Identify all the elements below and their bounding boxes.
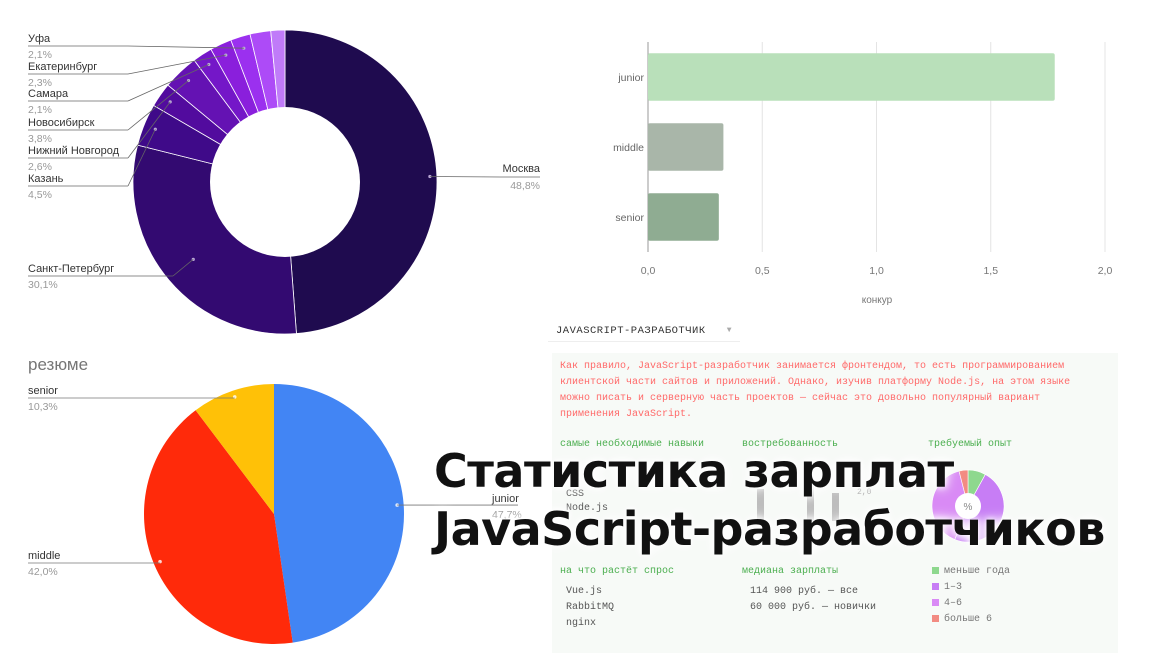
- bar-category-label: senior: [615, 212, 644, 224]
- experience-legend-label: 4–6: [944, 598, 963, 609]
- profession-description: Как правило, JavaScript-разработчик зани…: [560, 361, 1071, 420]
- growth-header: на что растёт спрос: [560, 566, 675, 577]
- city-leader-dot: [428, 174, 432, 179]
- skill-item: Node.js: [566, 503, 609, 514]
- city-label: Нижний Новгород: [28, 145, 120, 157]
- city-leader-line: [127, 54, 226, 75]
- city-leader-line: [127, 80, 189, 131]
- city-label: Казань: [28, 173, 64, 185]
- bar-middle: [648, 123, 724, 171]
- pie-value: 10,3%: [28, 401, 58, 413]
- bar-junior: [648, 53, 1055, 101]
- median-juniors: 60 000 руб. — новички: [750, 602, 877, 613]
- bar-tick-label: 1,5: [983, 265, 998, 277]
- city-value: 4,5%: [28, 189, 52, 201]
- profession-panel: JAVASCRIPT-РАЗРАБОТЧИК ▼ Как правило, Ja…: [548, 315, 1118, 653]
- city-labels: Москва 48,8% Санкт-Петербург 30,1% Казань 4,5…: [28, 33, 541, 291]
- city-value: 2,6%: [28, 161, 52, 173]
- growth-item: RabbitMQ: [566, 602, 615, 613]
- growth-item: nginx: [566, 618, 597, 629]
- skills-header: самые необходимые навыки: [560, 439, 705, 450]
- pie-slice-middle: [143, 410, 293, 644]
- headline-line-2: JavaScript-разработчиков: [434, 502, 1105, 556]
- city-value: 3,8%: [28, 133, 52, 145]
- city-label: Санкт-Петербург: [28, 263, 114, 275]
- city-label: Екатеринбург: [28, 61, 97, 73]
- city-label: Уфа: [28, 33, 51, 45]
- demand-bar: [832, 493, 839, 521]
- demand-bar: [807, 483, 814, 521]
- city-leader-line: [172, 259, 194, 277]
- city-label: Москва: [502, 163, 540, 175]
- experience-legend-label: больше 6: [944, 614, 993, 625]
- demand-bar: [757, 489, 764, 521]
- bar-tick-labels: 0,0 0,5 1,0 1,5 2,0: [641, 265, 1113, 277]
- headline-line-1: Статистика зарплат: [434, 444, 954, 498]
- city-leader-line: [127, 45, 244, 49]
- experience-donut-hole: [955, 493, 981, 519]
- pie-label: middle: [28, 550, 60, 562]
- pie-label: senior: [28, 385, 58, 397]
- experience-legend-item: 4–6: [932, 598, 962, 609]
- chevron-down-icon: ▼: [726, 326, 732, 335]
- city-leader-line: [127, 129, 156, 187]
- demand-header: востребованность: [742, 439, 839, 450]
- donut-hole: [210, 107, 360, 257]
- bar-category-label: junior: [617, 72, 644, 84]
- city-label: Самара: [28, 88, 69, 100]
- legend-swatch: [932, 598, 939, 606]
- pie-slices: [143, 384, 405, 644]
- experience-donut: %: [931, 469, 1005, 543]
- city-leader-line: [127, 101, 171, 159]
- city-donut-chart: Москва 48,8% Санкт-Петербург 30,1% Казань 4,5…: [28, 29, 541, 335]
- city-label: Новосибирск: [28, 117, 95, 129]
- demand-value: 2,0: [857, 488, 872, 497]
- median-all: 114 900 руб. — все: [750, 586, 859, 597]
- competition-bar-chart: junior middle senior 0,0 0,5 1,0 1,5 2,0 конку…: [613, 42, 1113, 306]
- pie-leader-dot: [158, 559, 162, 564]
- bar-tick-label: 0,0: [641, 265, 656, 277]
- median-header: медиана зарплаты: [742, 566, 839, 577]
- profession-info: Как правило, JavaScript-разработчик зани…: [552, 353, 1118, 653]
- pie-value: 47,7%: [492, 509, 522, 521]
- experience-legend-label: 1–3: [944, 582, 963, 593]
- bar-marks: [648, 53, 1055, 241]
- city-leader-line: [127, 64, 210, 102]
- legend-swatch: [932, 614, 939, 622]
- experience-slice: [931, 470, 969, 540]
- experience-center-label: %: [964, 502, 973, 513]
- city-value: 48,8%: [510, 180, 540, 192]
- city-value: 2,1%: [28, 49, 52, 61]
- city-value: 2,3%: [28, 77, 52, 89]
- city-value: 2,1%: [28, 104, 52, 116]
- experience-legend-item: больше 6: [932, 614, 992, 625]
- pie-labels: junior 47,7% middle 42,0% senior 10,3%: [28, 385, 522, 578]
- profession-dropdown-label: JAVASCRIPT-РАЗРАБОТЧИК: [556, 325, 706, 337]
- city-leader-dot: [242, 46, 246, 50]
- bar-tick-label: 0,5: [755, 265, 770, 277]
- pie-slice-junior: [274, 384, 405, 643]
- pie-label: junior: [491, 493, 519, 505]
- experience-legend-label: меньше года: [944, 566, 1011, 577]
- bar-tick-label: 1,0: [869, 265, 884, 277]
- headline: Статистика зарплат JavaScript-разработчи…: [434, 442, 1105, 558]
- legend-swatch: [932, 566, 939, 574]
- bar-senior: [648, 193, 719, 241]
- pie-value: 42,0%: [28, 566, 58, 578]
- resume-pie-chart: junior 47,7% middle 42,0% senior 10,3%: [28, 384, 522, 644]
- bar-category-labels: junior middle senior: [613, 72, 644, 224]
- experience-legend-item: 1–3: [932, 582, 962, 593]
- bar-category-label: middle: [613, 142, 644, 154]
- experience-header: требуемый опыт: [928, 439, 1013, 450]
- resume-chart-title: резюме: [28, 355, 89, 374]
- bar-tick-label: 2,0: [1098, 265, 1113, 277]
- bar-x-axis-label: конкур: [862, 295, 893, 306]
- pie-slice-senior: [195, 384, 274, 514]
- profession-dropdown[interactable]: JAVASCRIPT-РАЗРАБОТЧИК ▼: [548, 320, 740, 342]
- growth-item: Vue.js: [566, 586, 603, 597]
- experience-legend-item: меньше года: [932, 566, 1010, 577]
- legend-swatch: [932, 582, 939, 590]
- skill-item: CSS: [566, 489, 585, 500]
- city-value: 30,1%: [28, 279, 58, 291]
